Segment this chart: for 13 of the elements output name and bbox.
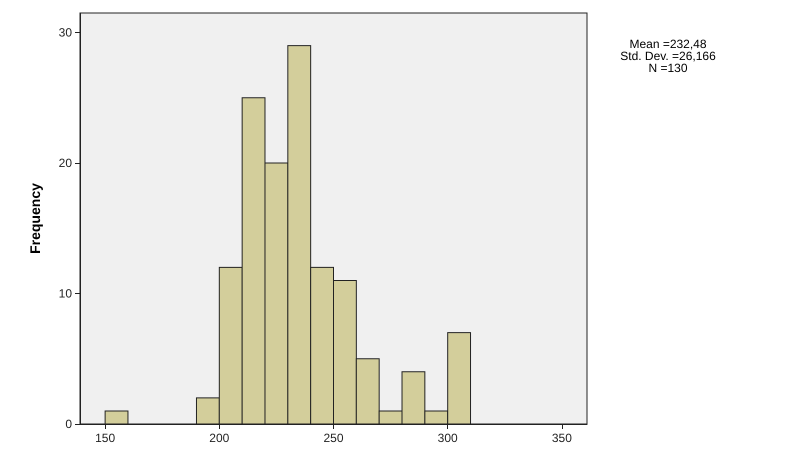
x-tick-label: 200 — [209, 431, 230, 445]
x-tick-label: 150 — [95, 431, 116, 445]
text: N =130 — [648, 61, 688, 75]
y-axis-title: Frequency — [27, 182, 43, 254]
y-tick-label: 20 — [58, 156, 72, 170]
y-tick-label: 30 — [58, 26, 72, 40]
text: Std. Dev. =26,166 — [620, 49, 716, 63]
x-tick-label: 300 — [438, 431, 458, 445]
x-tick-label: 250 — [323, 431, 344, 445]
x-tick-label: 350 — [552, 431, 572, 445]
y-tick-label: 10 — [58, 286, 72, 301]
text: Mean =232,48 — [629, 37, 707, 51]
y-tick-label: 0 — [65, 417, 72, 431]
